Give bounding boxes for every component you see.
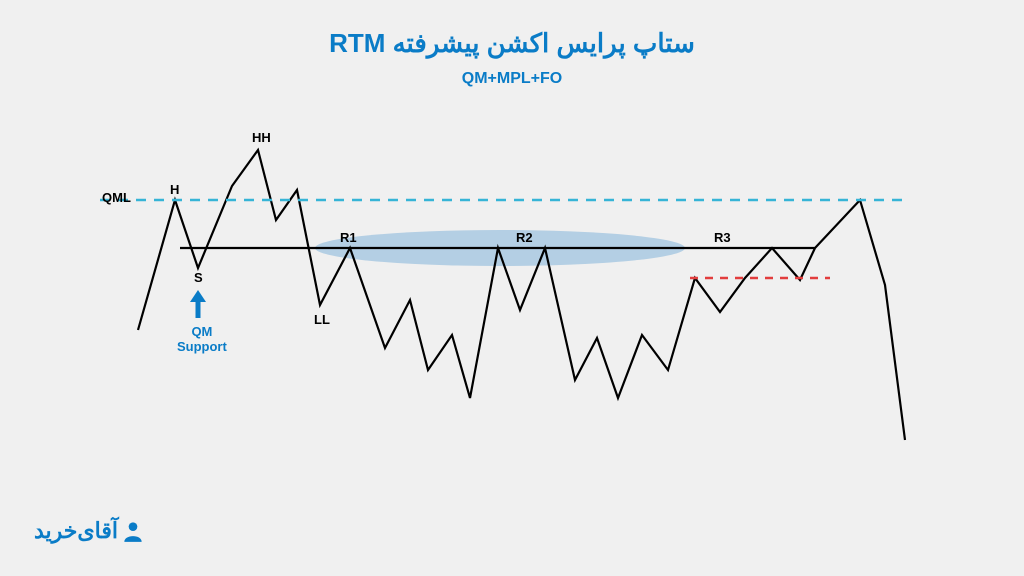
qm-support-line1: QM (191, 324, 212, 339)
label-r3: R3 (714, 230, 731, 245)
person-icon (120, 518, 146, 544)
brand-text: آقای‌خرید (34, 518, 118, 544)
canvas: ستاپ پرایس اکشن پیشرفته RTM QM+MPL+FO QM… (0, 0, 1024, 576)
label-h: H (170, 182, 179, 197)
label-r2: R2 (516, 230, 533, 245)
label-r1: R1 (340, 230, 357, 245)
label-ll: LL (314, 312, 330, 327)
price-line (138, 150, 905, 440)
label-s: S (194, 270, 203, 285)
qm-support-label: QM Support (177, 325, 227, 355)
qm-support-line2: Support (177, 339, 227, 354)
label-qml: QML (102, 190, 131, 205)
chart-svg (0, 0, 1024, 576)
qm-arrow (190, 290, 206, 318)
label-hh: HH (252, 130, 271, 145)
brand-logo: آقای‌خرید (34, 518, 146, 544)
